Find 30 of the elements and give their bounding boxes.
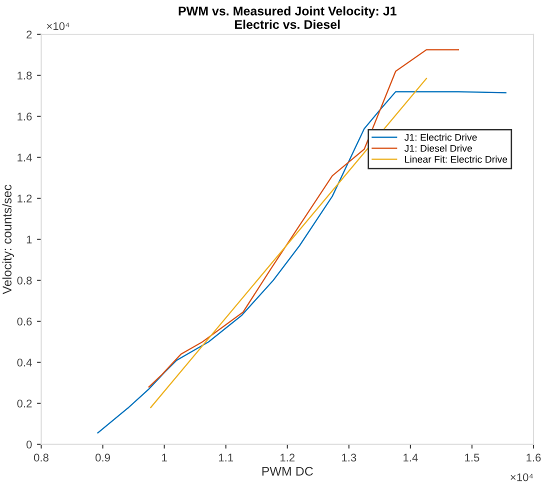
x-tick-label: 1.4	[404, 454, 418, 462]
legend-label: Linear Fit: Electric Drive	[405, 156, 508, 163]
y-tick-label: 0.8	[17, 276, 32, 284]
x-axis-title: PWM DC	[262, 466, 313, 476]
x-tick-label: 1.1	[218, 454, 234, 462]
y-tick-label: 1.6	[18, 112, 32, 120]
y-tick-label: 1.2	[18, 194, 32, 202]
y-tick-label: 0.6	[17, 318, 32, 326]
y-tick-label: 1.4	[18, 154, 32, 162]
x-tick-label: 1.6	[526, 454, 541, 462]
x-tick-label: 1	[162, 454, 167, 462]
y-tick-label: 1	[26, 236, 32, 244]
chart-title: PWM vs. Measured Joint Velocity: J1	[178, 6, 396, 18]
y-axis-title: Velocity: counts/sec	[2, 184, 14, 294]
chart-subtitle: Electric vs. Diesel	[235, 20, 340, 29]
y-tick-label: 0.2	[17, 400, 32, 408]
x-tick-label: 1.2	[280, 454, 295, 462]
y-tick-label: 1.8	[18, 72, 32, 80]
x-tick-label: 0.9	[95, 454, 110, 462]
legend-label: J1: Electric Drive	[404, 134, 477, 141]
legend-label: J1: Diesel Drive	[404, 144, 472, 152]
y-tick-label: 0	[26, 440, 32, 448]
y-tick-label: 2	[26, 30, 32, 38]
x-tick-label: 0.8	[34, 454, 48, 462]
x-tick-label: 1.5	[465, 454, 480, 462]
line-series	[97, 91, 506, 434]
y-tick-label: 0.4	[17, 358, 32, 366]
x-tick-label: 1.3	[342, 454, 356, 462]
text: ×10⁴	[46, 22, 70, 30]
text: ×10⁴	[510, 473, 533, 482]
